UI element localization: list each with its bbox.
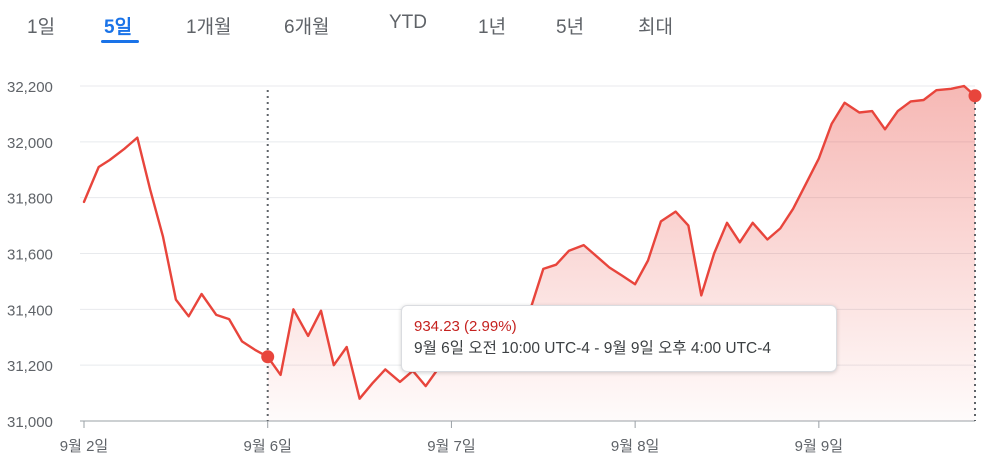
selection-marker-dot [968,89,982,103]
x-tick-label: 9월 7일 [427,438,475,455]
x-tick-label: 9월 6일 [243,438,291,455]
active-tab-underline [101,40,139,43]
chart-tooltip: 934.23 (2.99%) 9월 6일 오전 10:00 UTC-4 - 9월… [401,305,837,372]
tab-2[interactable]: 1개월 [186,17,232,38]
tooltip-change-value: 934.23 (2.99%) [414,318,517,335]
tooltip-date-range: 9월 6일 오전 10:00 UTC-4 - 9월 9일 오후 4:00 UTC… [414,340,772,357]
y-tick-label: 31,000 [7,414,53,431]
tab-6[interactable]: 5년 [556,17,585,38]
x-tick-label: 9월 8일 [611,438,659,455]
y-tick-label: 31,800 [7,191,53,208]
tab-3[interactable]: 6개월 [284,17,330,38]
time-range-tabs: 1일 5일 1개월 6개월 YTD 1년 5년 최대 [0,0,990,50]
selection-marker-dot [261,350,275,364]
x-tick-label: 9월 2일 [60,438,108,455]
y-tick-label: 32,200 [7,79,53,96]
tab-0[interactable]: 1일 [27,17,56,38]
tab-5[interactable]: 1년 [478,17,507,38]
y-tick-label: 32,000 [7,135,53,152]
tab-7[interactable]: 최대 [638,17,673,38]
y-tick-label: 31,600 [7,247,53,264]
y-tick-label: 31,200 [7,358,53,375]
y-tick-label: 31,400 [7,302,53,319]
tab-4[interactable]: YTD [389,12,427,33]
x-tick-label: 9월 9일 [795,438,843,455]
tab-1[interactable]: 5일 [104,17,133,38]
